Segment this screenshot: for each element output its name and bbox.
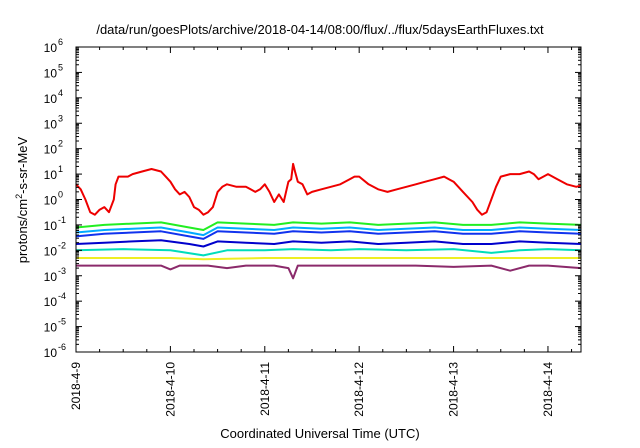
y-tick-label: 10 xyxy=(44,321,58,335)
y-tick-label: 10 xyxy=(44,143,58,157)
y-tick-label-exponent: -4 xyxy=(58,291,66,301)
flux-series-line-8 xyxy=(76,264,582,280)
y-tick-label-exponent: -6 xyxy=(58,342,66,352)
y-tick-label: 10 xyxy=(44,244,58,258)
x-tick-label: 2018-4-9 xyxy=(69,362,83,410)
flux-series-line-6 xyxy=(75,248,582,257)
flux-series-line-1 xyxy=(75,162,582,216)
y-tick-label-exponent: 6 xyxy=(58,37,63,47)
x-tick-label: 2018-4-11 xyxy=(258,362,272,416)
y-tick-label-exponent: -1 xyxy=(58,215,66,225)
x-tick-label: 2018-4-10 xyxy=(163,362,177,417)
y-tick-label: 10 xyxy=(44,346,58,360)
series-layer xyxy=(75,162,582,280)
y-tick-label-exponent: 1 xyxy=(58,164,63,174)
y-tick-label-exponent: -2 xyxy=(58,240,66,250)
y-tick-label-exponent: 4 xyxy=(58,88,63,98)
y-tick-label: 10 xyxy=(44,66,58,80)
y-tick-label-exponent: 3 xyxy=(58,113,63,123)
flux-series-line-3 xyxy=(75,226,582,237)
x-tick-label: 2018-4-13 xyxy=(447,362,461,417)
y-tick-label: 10 xyxy=(44,41,58,55)
y-tick-label: 10 xyxy=(44,92,58,106)
y-tick-label-exponent: 5 xyxy=(58,62,63,72)
flux-series-line-7 xyxy=(76,257,581,261)
y-tick-label: 10 xyxy=(44,295,58,309)
y-tick-label-exponent: 2 xyxy=(58,139,63,149)
y-tick-label: 10 xyxy=(44,219,58,233)
y-tick-label: 10 xyxy=(44,117,58,131)
x-tick-label: 2018-4-14 xyxy=(541,362,555,417)
y-tick-label-exponent: -5 xyxy=(58,317,66,327)
flux-series-line-4 xyxy=(75,230,582,240)
y-tick-label: 10 xyxy=(44,168,58,182)
y-tick-label: 10 xyxy=(44,270,58,284)
y-tick-label-exponent: -3 xyxy=(58,266,66,276)
plot-frame xyxy=(75,46,582,353)
flux-series-line-5 xyxy=(75,239,582,248)
chart-title: /data/run/goesPlots/archive/2018-04-14/0… xyxy=(96,22,544,37)
x-axis-label: Coordinated Universal Time (UTC) xyxy=(220,426,420,441)
y-tick-label: 10 xyxy=(44,194,58,208)
flux-series-line-2 xyxy=(75,221,582,231)
y-tick-label-exponent: 0 xyxy=(58,190,63,200)
x-tick-label: 2018-4-12 xyxy=(352,362,366,417)
